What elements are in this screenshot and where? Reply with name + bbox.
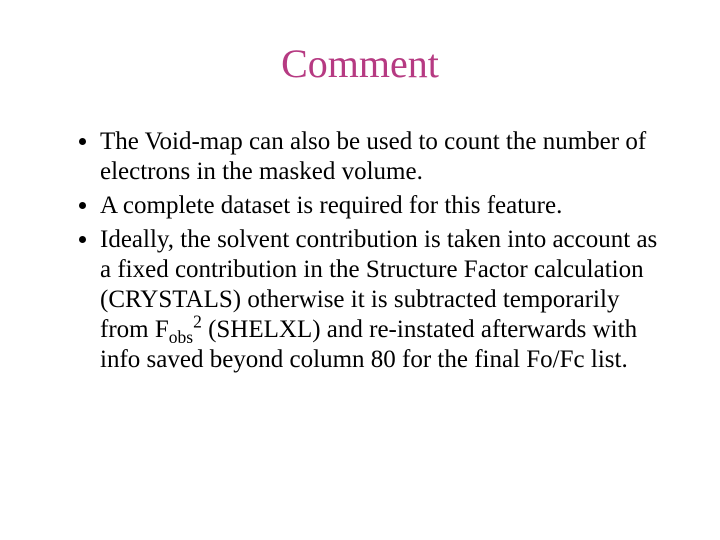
list-item: The Void-map can also be used to count t… (100, 127, 660, 187)
bullet3-sub: obs (169, 327, 193, 347)
bullet-list: The Void-map can also be used to count t… (60, 127, 660, 375)
slide: Comment The Void-map can also be used to… (0, 0, 720, 540)
list-item: A complete dataset is required for this … (100, 191, 660, 221)
list-item: Ideally, the solvent contribution is tak… (100, 225, 660, 375)
slide-title: Comment (60, 40, 660, 87)
bullet3-sup: 2 (193, 312, 202, 332)
bullet3-post: (SHELXL) and re-instated afterwards with… (100, 316, 637, 373)
